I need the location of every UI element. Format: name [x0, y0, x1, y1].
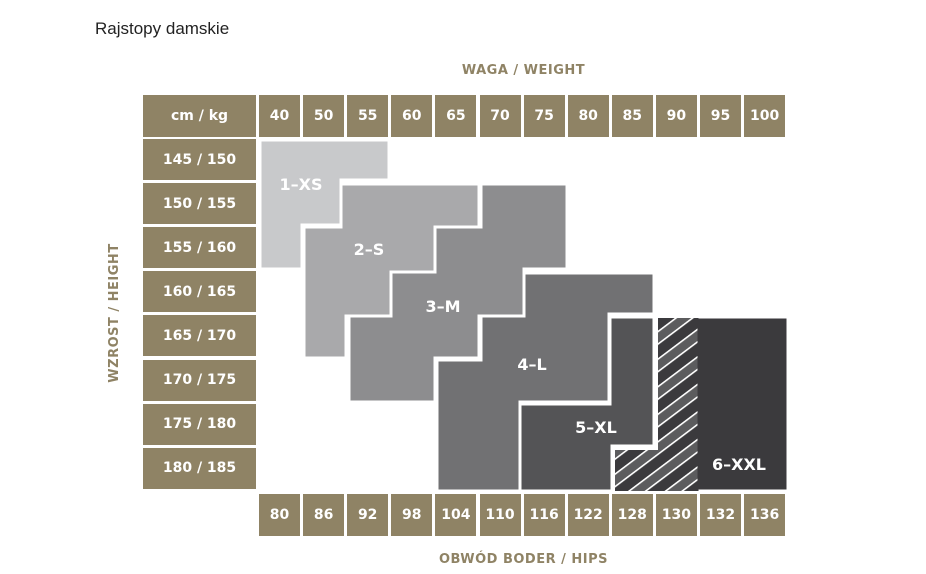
hips-cell: 128 — [611, 494, 653, 536]
height-header-cell: 175 / 180 — [143, 403, 256, 445]
weight-header-cell: 50 — [303, 95, 345, 137]
weight-header-cell: 100 — [744, 95, 786, 137]
weight-header-cell: 85 — [611, 95, 653, 137]
height-header-cell: 150 / 155 — [143, 183, 256, 225]
weight-header-cell: 95 — [700, 95, 741, 137]
weight-header-cell: 40 — [259, 95, 300, 137]
page-title: Rajstopy damskie — [95, 19, 230, 38]
size-label: 1–XS — [280, 175, 323, 194]
height-header-cell: 160 / 165 — [143, 271, 256, 313]
corner-cell: cm / kg — [143, 95, 256, 137]
size-label: 4–L — [517, 355, 546, 374]
hips-cell: 92 — [347, 494, 389, 536]
weight-header-cell: 75 — [523, 95, 565, 137]
weight-header-cell: 65 — [435, 95, 477, 137]
weight-header-cell: 70 — [479, 95, 521, 137]
hips-cell: 80 — [259, 494, 300, 536]
size-label: 5–XL — [575, 418, 617, 437]
height-header-cell: 180 / 185 — [143, 447, 256, 489]
weight-axis-label: WAGA / WEIGHT — [461, 63, 586, 78]
hips-cell: 86 — [303, 494, 345, 536]
hips-cell: 136 — [744, 494, 786, 536]
hips-axis-label: OBWÓD BODER / HIPS — [438, 552, 608, 567]
height-header-cell: 165 / 170 — [143, 315, 256, 357]
hips-cell: 132 — [700, 494, 741, 536]
height-header-cell: 155 / 160 — [143, 227, 256, 269]
hips-cell: 98 — [391, 494, 433, 536]
hips-cell: 122 — [567, 494, 609, 536]
hips-cell: 104 — [435, 494, 477, 536]
weight-header-cell: 90 — [655, 95, 697, 137]
hips-cell: 116 — [523, 494, 565, 536]
hatch-overlap-area — [615, 318, 698, 491]
weight-header-cell: 60 — [391, 95, 433, 137]
size-label: 2–S — [354, 240, 385, 259]
size-label: 6–XXL — [712, 455, 766, 474]
size-label: 3–M — [425, 297, 460, 316]
weight-header-cell: 55 — [347, 95, 389, 137]
size-region-5 — [518, 315, 656, 493]
weight-header-cell: 80 — [567, 95, 609, 137]
height-header-cell: 170 / 175 — [143, 359, 256, 401]
size-region-3 — [347, 182, 569, 404]
height-header-cell: 145 / 150 — [143, 139, 256, 180]
hips-cell: 130 — [655, 494, 697, 536]
hips-cell: 110 — [479, 494, 521, 536]
